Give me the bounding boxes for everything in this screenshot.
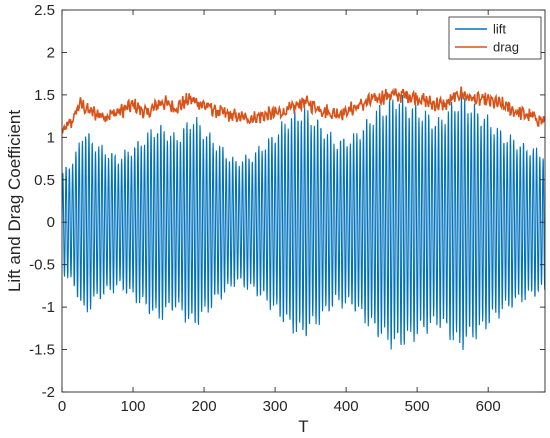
y-tick-label: 0.5	[34, 172, 55, 189]
x-tick-label: 500	[405, 398, 430, 415]
x-axis-title: T	[298, 417, 308, 436]
plot-area	[62, 86, 545, 351]
y-tick-label: 1	[47, 129, 55, 146]
legend: lift drag	[448, 16, 542, 60]
y-tick-label: -1.5	[29, 342, 55, 359]
series-line-lift	[62, 94, 545, 351]
y-tick-label: -1	[42, 299, 55, 316]
x-tick-label: 200	[192, 398, 217, 415]
y-tick-label: 2.5	[34, 2, 55, 19]
y-tick-label: -2	[42, 384, 55, 401]
x-tick-label: 400	[334, 398, 359, 415]
y-tick-label: 1.5	[34, 87, 55, 104]
legend-label-drag: drag	[493, 40, 519, 55]
y-axis-title: Lift and Drag Coefficient	[5, 110, 24, 292]
legend-label-lift: lift	[493, 22, 506, 37]
y-tick-label: 0	[47, 214, 55, 231]
y-tick-label: -0.5	[29, 257, 55, 274]
x-tick-label: 0	[58, 398, 66, 415]
x-tick-label: 300	[263, 398, 288, 415]
x-tick-label: 600	[476, 398, 501, 415]
axes-box	[61, 9, 546, 393]
y-tick-label: 2	[47, 44, 55, 61]
legend-box	[448, 16, 542, 60]
series-line-drag	[62, 86, 545, 134]
axes-layer: 0 100 200 300 400 500 600 -2 -1.5 -1 -0.5 0 0.5 1 1.5 2…	[29, 2, 546, 415]
x-tick-label: 100	[121, 398, 146, 415]
